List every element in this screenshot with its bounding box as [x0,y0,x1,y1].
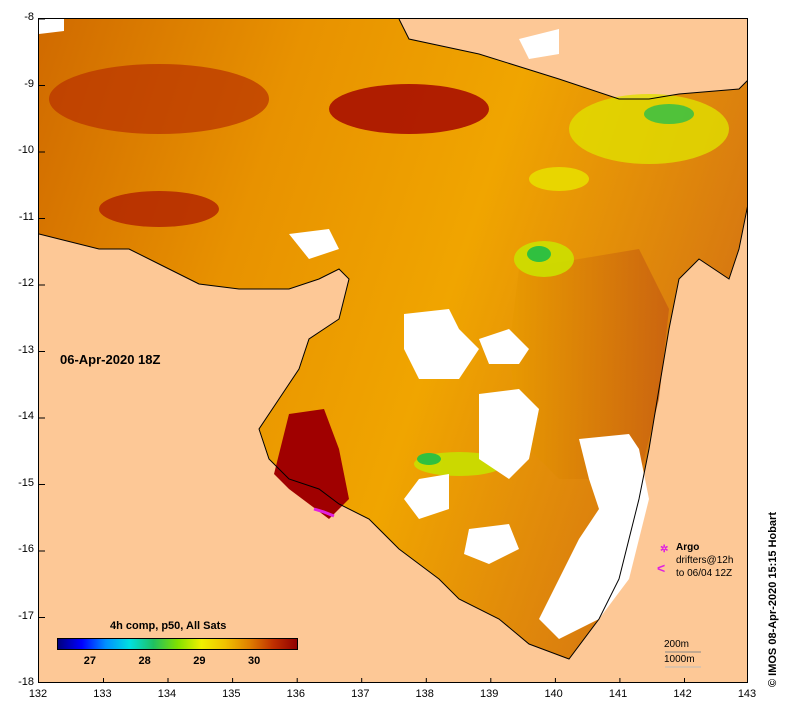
date-label: 06-Apr-2020 18Z [60,352,161,367]
coastline-north [398,19,747,100]
coastline [39,206,747,660]
lat-tick-label: -16 [18,543,34,555]
sst-map [38,18,748,683]
contour-200-label: 200m [664,639,690,650]
hot-zone-southwest [274,409,349,519]
cool-patch-7 [529,167,589,191]
lat-tick-label: -9 [24,77,34,90]
lon-tick-label: 136 [286,688,305,700]
argo-label: Argo [676,542,700,553]
lat-tick-label: -11 [18,210,34,223]
colorbar-title: 4h comp, p50, All Sats [110,620,227,632]
colorbar-tick-label: 27 [83,655,96,667]
no-data-7 [289,229,339,259]
colorbar [57,638,298,650]
cool-patch-3 [569,94,729,164]
no-data-6 [464,524,519,564]
cool-patch-6 [417,453,441,465]
credit-label: © IMOS 08-Apr-2020 15:15 Hobart [767,512,779,687]
hot-zone-west [99,191,219,227]
tick-marks [39,19,685,682]
lon-tick-label: 142 [673,688,692,700]
lat-tick-label: -8 [24,11,34,23]
lon-tick-label: 134 [157,688,177,700]
lat-tick-label: -18 [18,676,34,688]
lon-tick-label: 132 [28,688,48,700]
lat-tick-label: -17 [18,609,34,622]
lat-tick-label: -15 [18,476,34,489]
drifter-track [313,507,335,518]
cool-patch-4 [644,104,694,124]
lon-tick-label: 137 [351,688,370,700]
no-data-2 [479,329,529,364]
no-data-5 [404,474,449,519]
lat-tick-label: -10 [18,144,34,156]
colorbar-tick-label: 30 [248,655,261,667]
drifters-label: drifters@12h [676,555,734,566]
cool-patch-2 [527,246,551,262]
lon-tick-label: 141 [608,688,628,700]
hot-zone-northwest [49,64,269,134]
lon-tick-label: 133 [93,688,112,700]
lon-tick-label: 140 [544,688,563,700]
drifters-date-label: to 06/04 12Z [676,568,733,579]
no-data-4 [539,434,649,639]
lat-tick-label: -13 [18,343,34,356]
hot-zone-north [329,84,489,134]
lat-tick-label: -12 [18,277,34,289]
lat-tick-label: -14 [18,410,34,422]
no-data-1 [404,309,479,379]
lon-tick-label: 139 [479,688,499,700]
lon-tick-label: 135 [222,688,241,700]
drifter-symbol-icon: < [657,560,666,576]
lon-tick-label: 138 [415,688,434,700]
no-data-9 [39,19,64,34]
colorbar-tick-label: 28 [138,655,151,667]
argo-symbol-icon: ✲ [660,544,669,555]
no-data-3 [479,389,539,479]
eastern-gulf [509,249,669,479]
contour-1000-label: 1000m [664,654,695,665]
no-data-8 [519,29,559,59]
sst-map-svg [39,19,747,682]
colorbar-tick-label: 29 [193,655,206,667]
lon-tick-label: 143 [737,688,757,700]
